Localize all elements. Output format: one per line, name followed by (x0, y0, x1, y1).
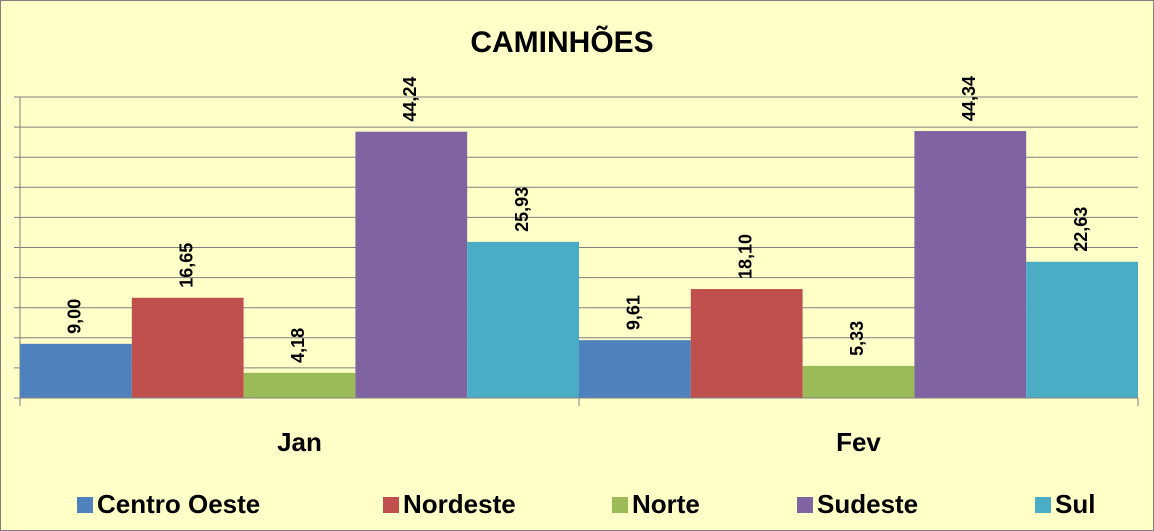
data-label: 16,65 (176, 243, 196, 288)
chart-title: CAMINHÕES (470, 25, 653, 59)
x-tick-label: Jan (277, 427, 322, 457)
data-label: 4,18 (288, 328, 308, 363)
legend-swatch (1035, 497, 1051, 513)
legend-label: Nordeste (403, 489, 516, 519)
legend-swatch (383, 497, 399, 513)
bar (802, 365, 915, 398)
bar (243, 372, 356, 398)
legend-label: Norte (632, 489, 700, 519)
bar (579, 340, 691, 398)
data-label: 9,61 (624, 295, 644, 330)
legend-swatch (612, 497, 628, 513)
bar (131, 297, 244, 398)
data-label: 44,24 (400, 77, 420, 122)
x-tick-label: Fev (836, 427, 881, 457)
bar (20, 343, 132, 398)
bar (355, 131, 468, 398)
data-label: 25,93 (512, 187, 532, 232)
data-label: 18,10 (735, 234, 755, 279)
legend-label: Sul (1055, 489, 1095, 519)
data-label: 22,63 (1071, 207, 1091, 252)
legend-label: Sudeste (817, 489, 918, 519)
legend-swatch (77, 497, 93, 513)
data-label: 9,00 (65, 299, 85, 334)
data-label: 5,33 (847, 321, 867, 356)
bar (467, 241, 579, 398)
legend-swatch (797, 497, 813, 513)
legend-label: Centro Oeste (97, 489, 260, 519)
data-label: 44,34 (959, 76, 979, 121)
bar (914, 131, 1027, 399)
bar (1026, 261, 1138, 398)
bar (690, 289, 803, 398)
